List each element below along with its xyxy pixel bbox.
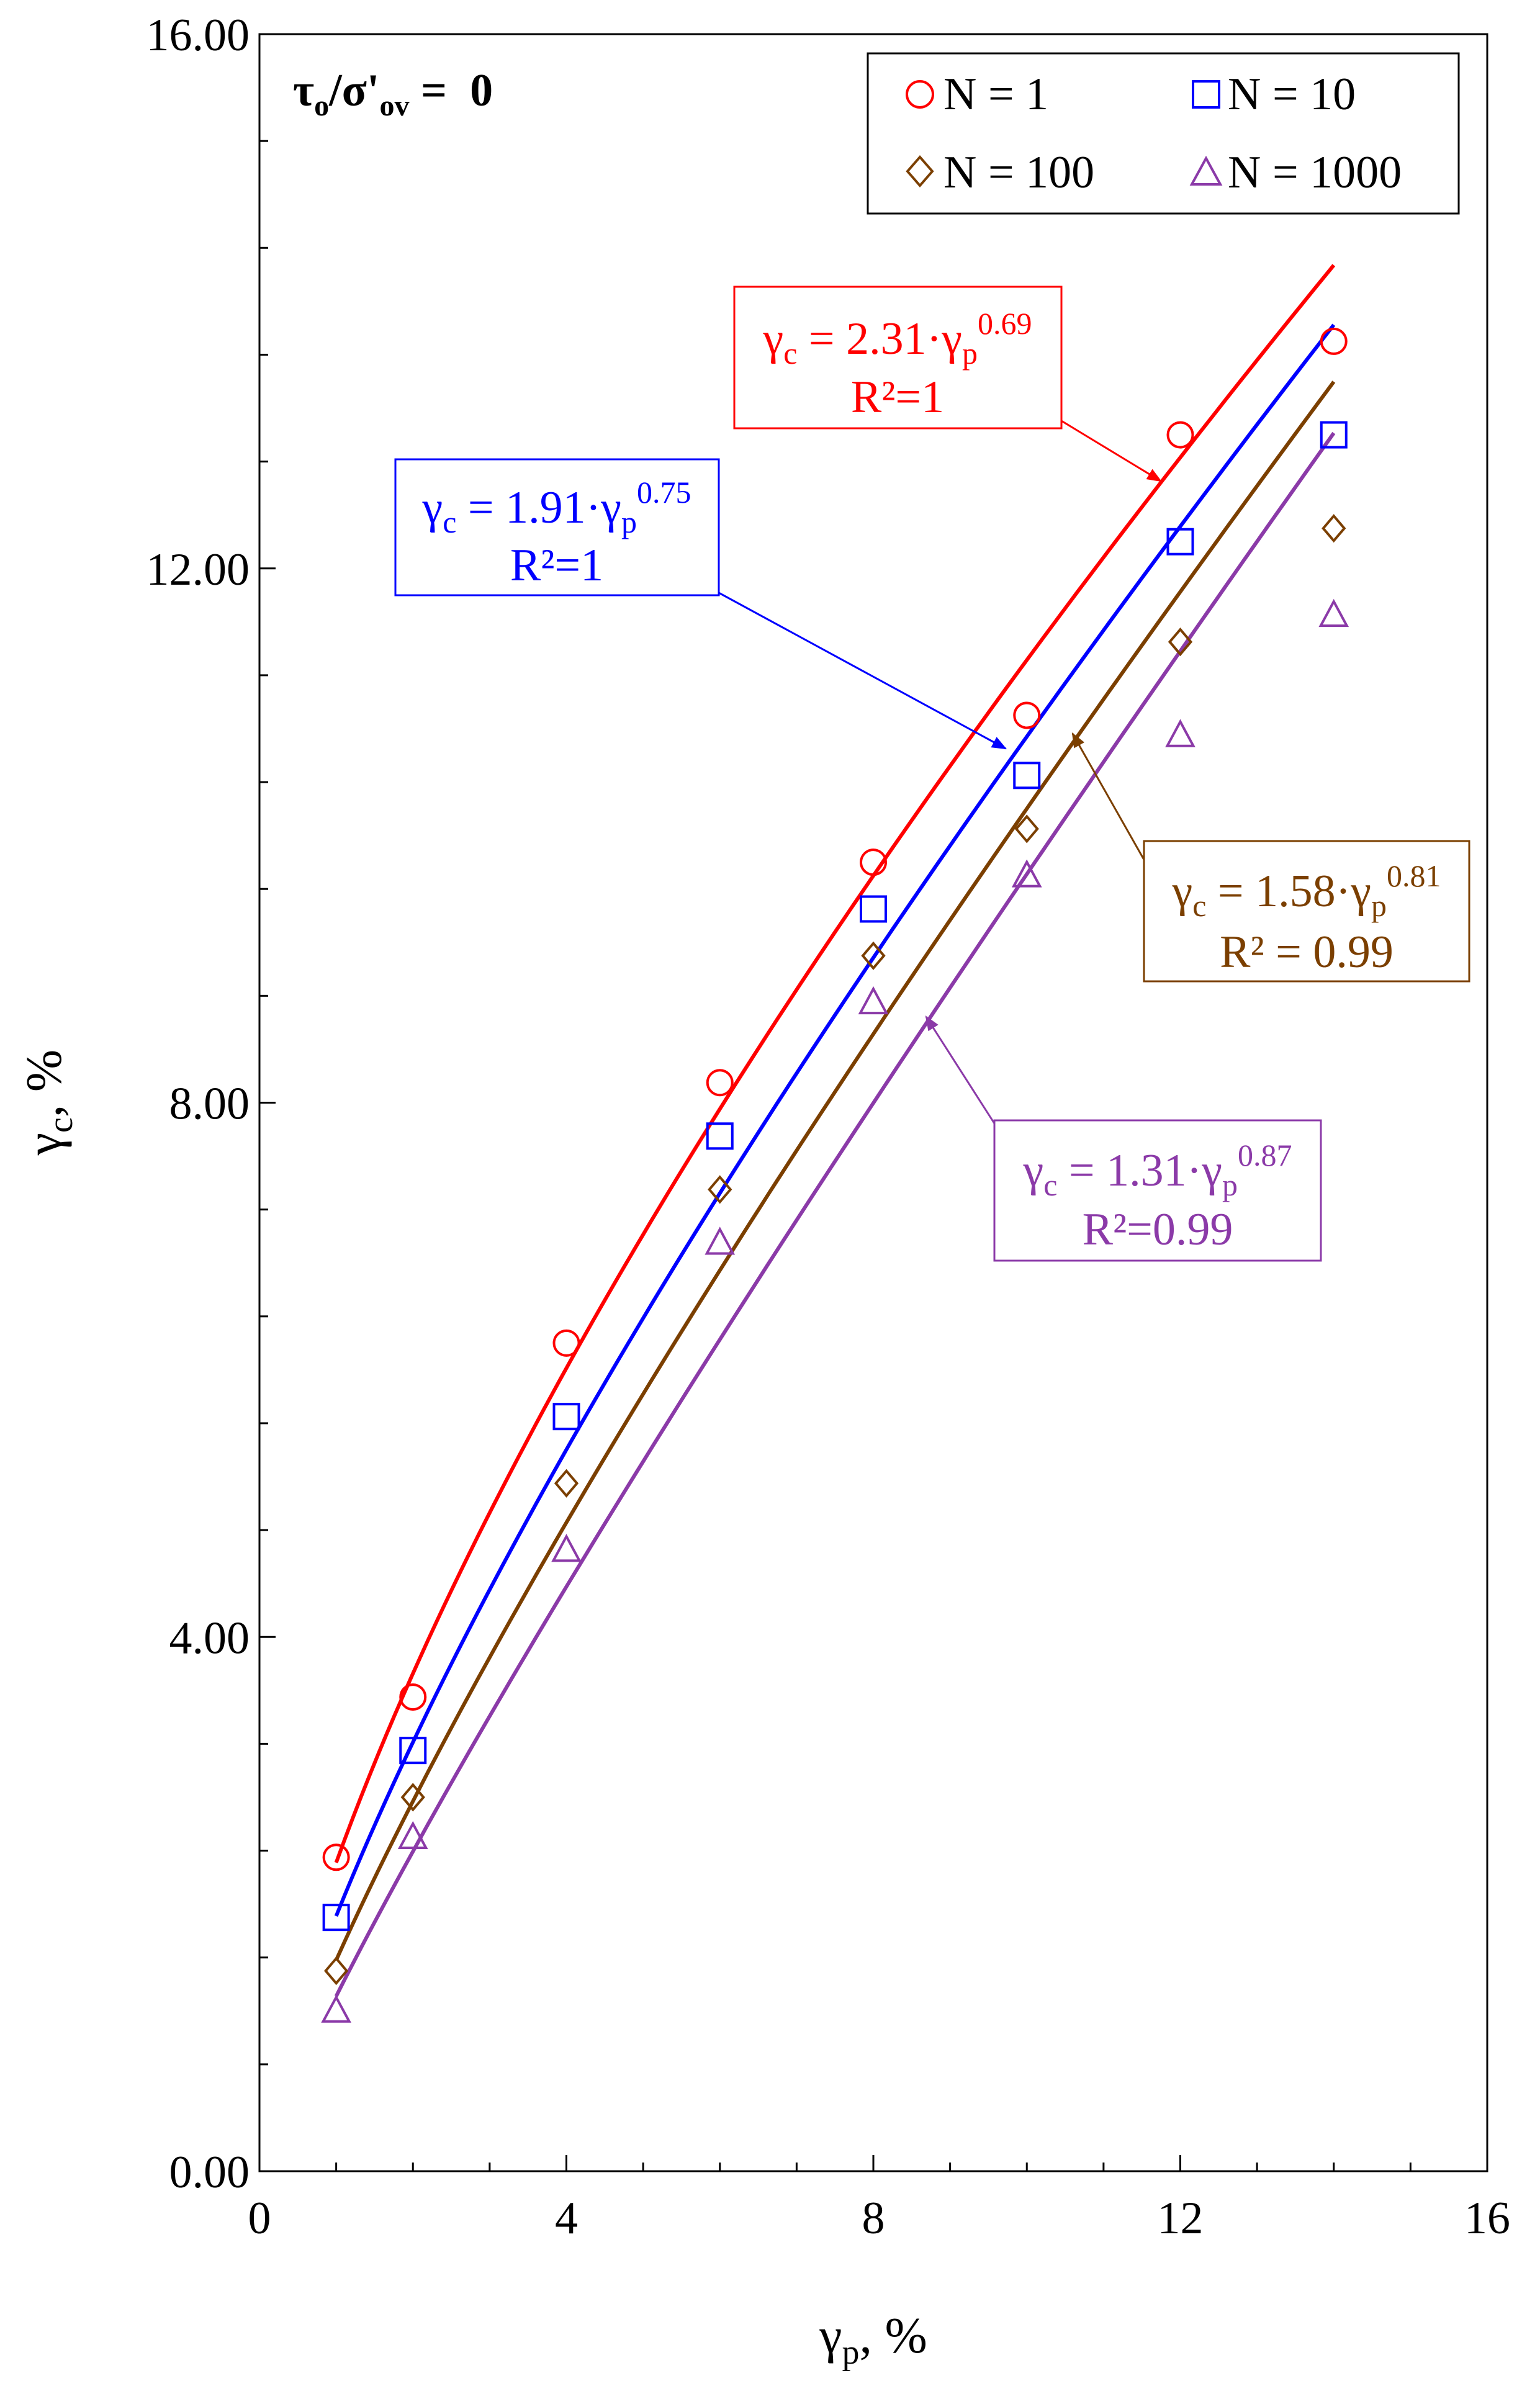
equation-r2-n100: R² = 0.99 [1220, 927, 1394, 978]
equation-n1000: γc = 1.31·γp0.87 R²=0.99 [925, 1015, 1322, 1262]
data-point-square [322, 1904, 350, 1932]
y-axis-label: γc, % [16, 1050, 80, 1156]
fit-curve-series-0 [334, 264, 1336, 1863]
data-point-diamond [554, 1469, 579, 1498]
data-point-circle [1320, 327, 1348, 355]
equation-n1: γc = 2.31·γp0.69 R²=1 [733, 286, 1163, 482]
data-point-triangle [1011, 859, 1042, 888]
equation-box-n10 [394, 458, 720, 596]
data-point-triangle [705, 1227, 736, 1255]
legend-marker-circle [906, 80, 934, 109]
legend-marker-square [1192, 80, 1220, 109]
data-point-triangle [1318, 598, 1349, 628]
x-tick-label: 12 [1158, 2193, 1204, 2244]
equation-box-n1 [733, 286, 1063, 430]
equation-text-n1: γc = 2.31·γp0.69 [763, 306, 1032, 371]
data-point-triangle [858, 986, 889, 1015]
y-tick-label: 8.00 [169, 1079, 250, 1130]
data-point-triangle [321, 1994, 351, 2023]
equation-text-n1000: γc = 1.31·γp0.87 [1023, 1138, 1292, 1202]
data-point-circle [706, 1069, 734, 1097]
legend-marker-diamond [906, 155, 934, 188]
legend-label-n1: N = 1 [943, 69, 1048, 120]
data-point-diamond [324, 1956, 349, 1986]
y-tick-label: 16.00 [146, 10, 250, 61]
data-point-diamond [1168, 628, 1193, 657]
equation-box-n1000 [993, 1119, 1322, 1262]
data-point-circle [399, 1683, 427, 1711]
x-tick-label: 16 [1464, 2193, 1510, 2244]
data-point-circle [1166, 421, 1194, 449]
data-point-diamond [400, 1783, 425, 1812]
equation-r2-n1: R²=1 [851, 372, 944, 423]
data-point-square [1013, 762, 1041, 790]
axis-ticks [258, 33, 1488, 2172]
data-point-triangle [1165, 719, 1196, 747]
equation-r2-n1000: R²=0.99 [1083, 1204, 1233, 1255]
equation-box-n100 [1143, 840, 1470, 983]
arrow-n10 [718, 592, 1007, 750]
data-point-diamond [708, 1175, 732, 1204]
fit-curve-series-2 [334, 380, 1336, 1961]
data-point-circle [552, 1329, 580, 1357]
legend-marker-triangle [1189, 155, 1223, 186]
data-point-square [399, 1737, 427, 1765]
x-axis-label: γp, % [819, 2307, 927, 2372]
y-tick-label: 0.00 [169, 2147, 250, 2198]
arrow-n1 [1061, 420, 1163, 482]
data-point-circle [322, 1843, 350, 1871]
legend: N = 1 N = 10 N = 100 N = 1000 [867, 52, 1460, 215]
equation-text-n10: γc = 1.91·γp0.75 [422, 475, 691, 539]
data-points [321, 327, 1349, 2023]
data-point-diamond [861, 941, 886, 970]
equation-r2-n10: R²=1 [510, 540, 603, 591]
data-point-square [706, 1122, 734, 1150]
data-point-diamond [1014, 814, 1039, 844]
equation-text-n100: γc = 1.58·γp0.81 [1172, 858, 1441, 923]
y-tick-label: 12.00 [146, 544, 250, 595]
equation-n10: γc = 1.91·γp0.75 R²=1 [394, 458, 1007, 750]
x-tick-label: 0 [248, 2193, 271, 2244]
arrow-n100 [1071, 732, 1145, 860]
data-point-diamond [1322, 514, 1346, 543]
data-point-circle [860, 848, 887, 876]
arrow-n1000 [925, 1015, 996, 1124]
axis-tick-labels: 0 4 8 12 16 0.00 4.00 8.00 12.00 16.00 [146, 10, 1511, 2244]
equation-n100: γc = 1.58·γp0.81 R² = 0.99 [1071, 732, 1470, 983]
y-tick-label: 4.00 [169, 1613, 250, 1663]
legend-label-n10: N = 10 [1228, 69, 1356, 120]
x-tick-label: 4 [555, 2193, 578, 2244]
legend-label-n100: N = 100 [943, 147, 1094, 198]
legend-label-n1000: N = 1000 [1228, 147, 1402, 198]
data-point-triangle [397, 1821, 428, 1850]
data-point-square [552, 1403, 580, 1431]
data-point-square [1166, 528, 1194, 556]
condition-annotation: τo/σ'ov = 0 [293, 65, 493, 122]
x-tick-label: 8 [862, 2193, 885, 2244]
data-point-square [1320, 421, 1348, 449]
fit-curve-series-3 [334, 431, 1336, 1997]
data-point-circle [1013, 701, 1041, 729]
data-point-triangle [551, 1534, 582, 1562]
legend-box [867, 52, 1460, 215]
data-point-square [860, 895, 887, 923]
